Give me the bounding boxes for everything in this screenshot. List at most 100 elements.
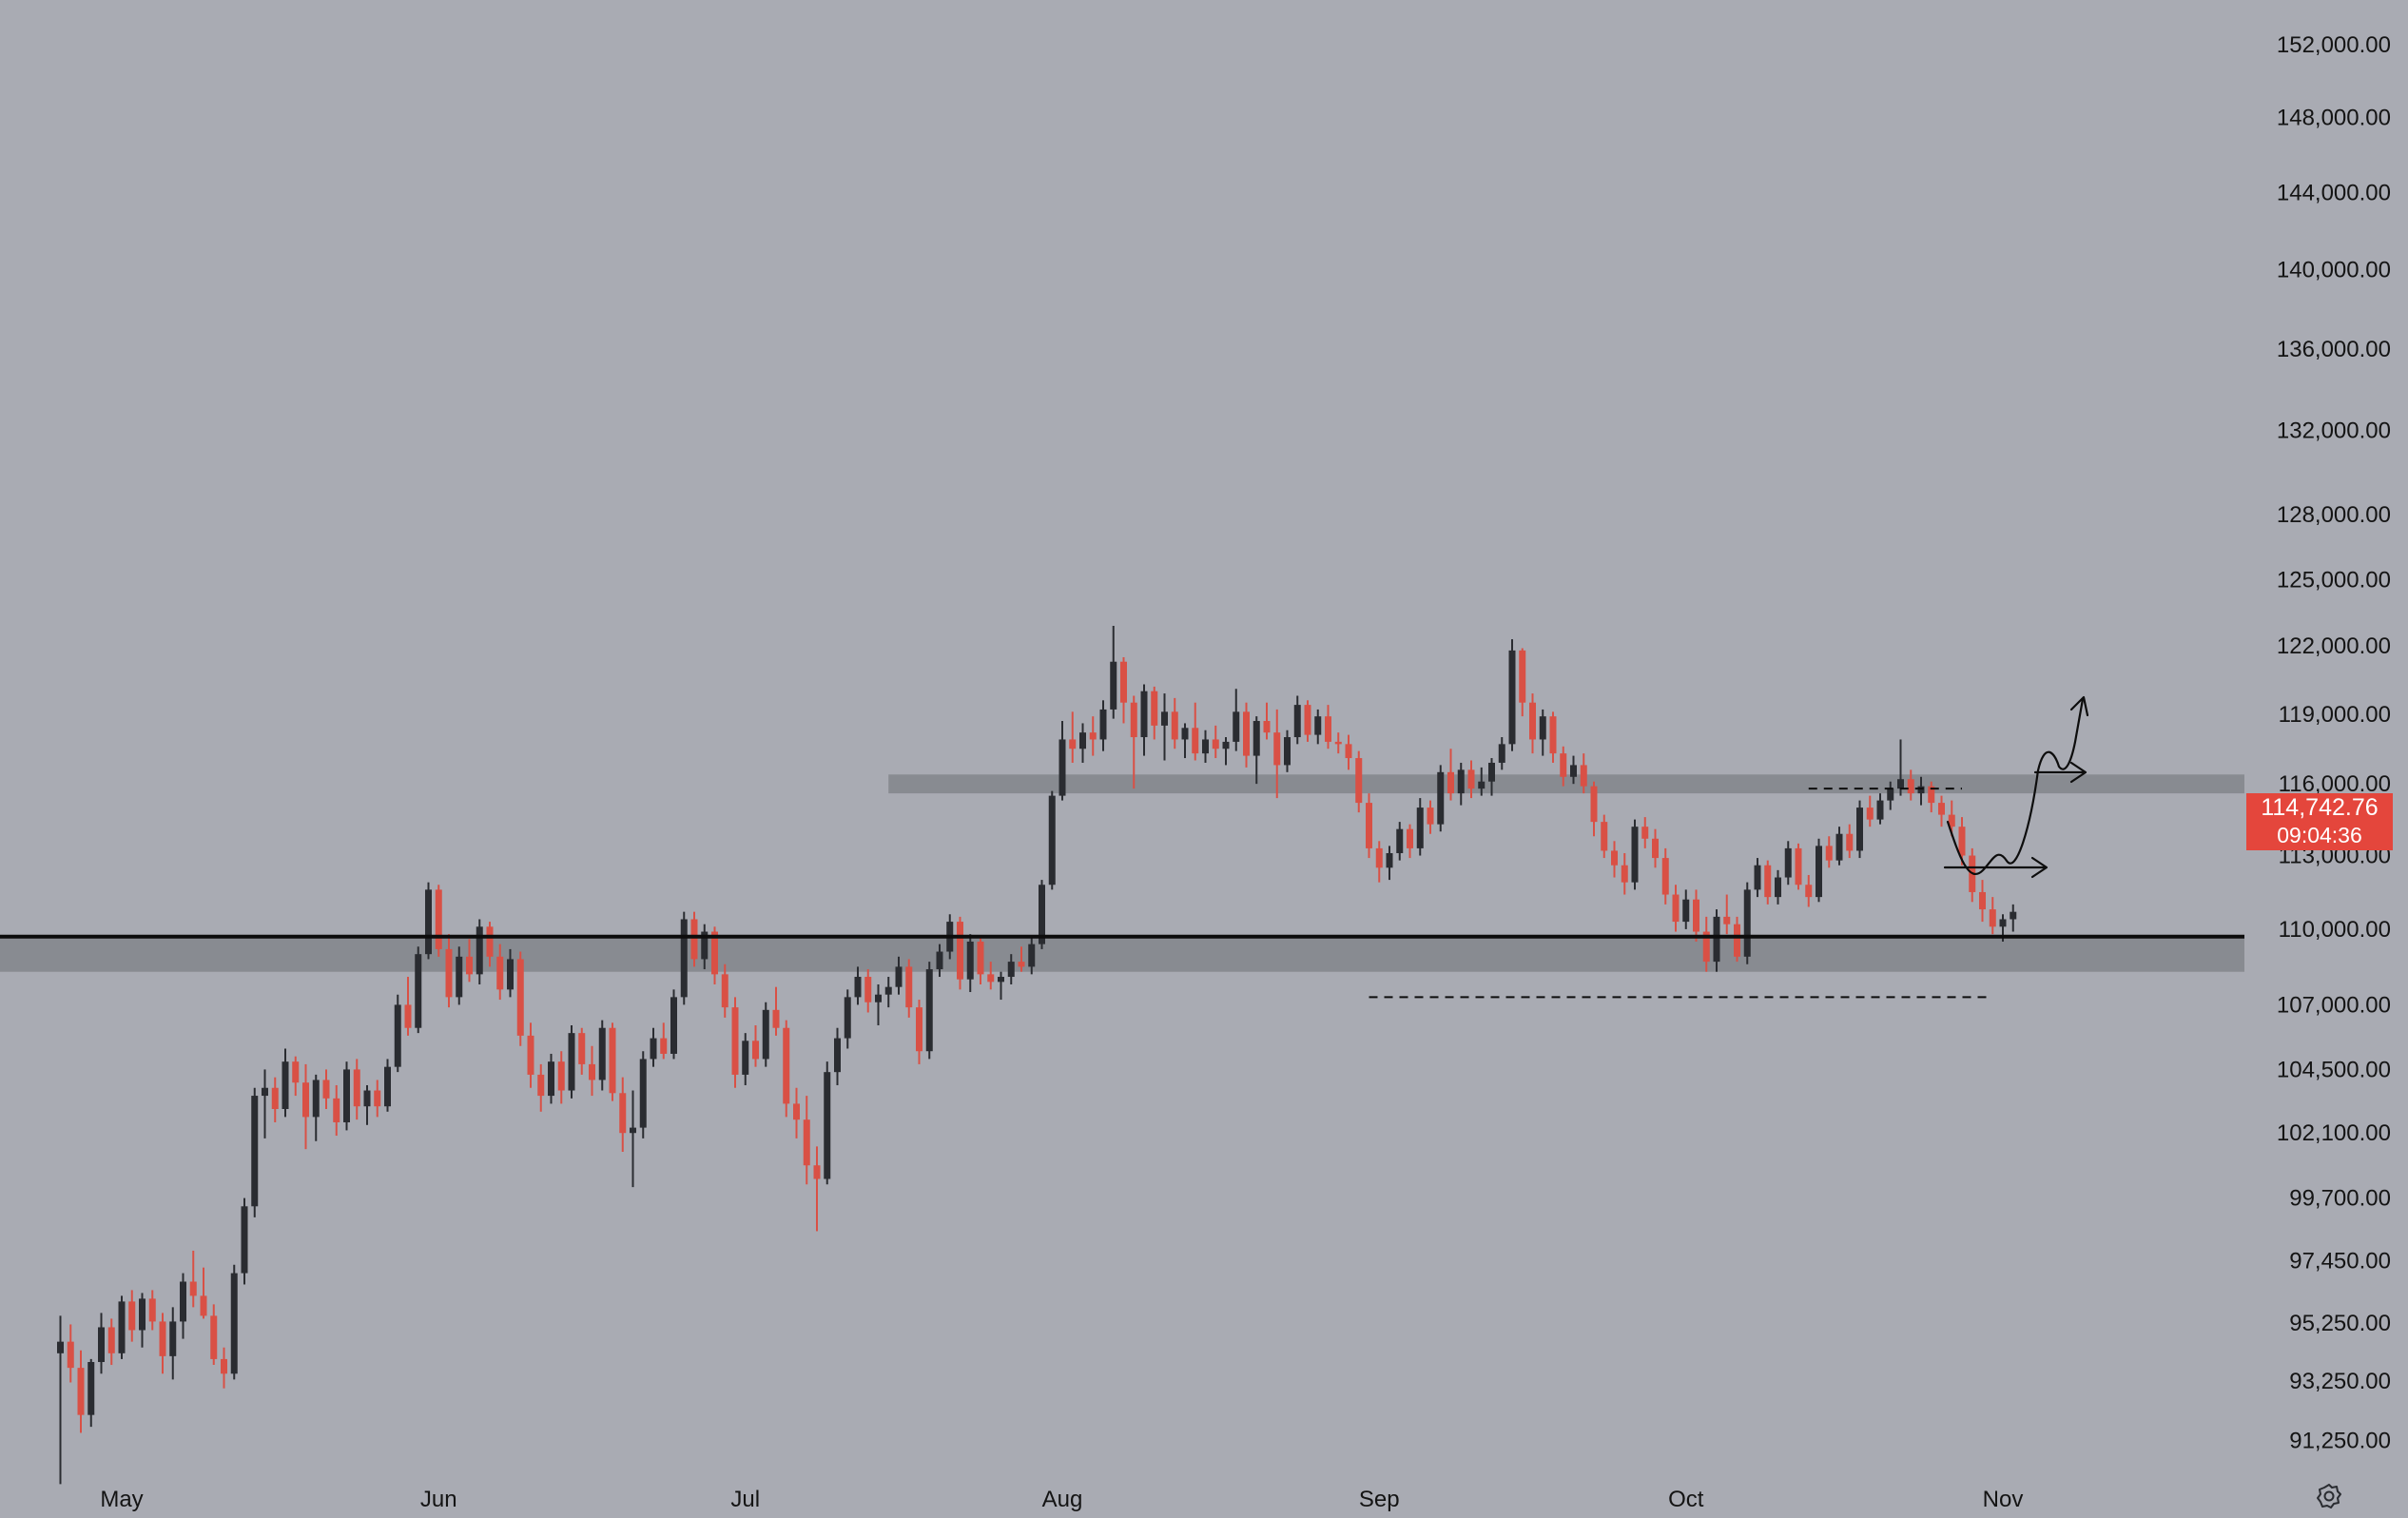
candle-up [1396,822,1404,861]
candle-down [435,885,442,957]
candle-up [680,911,688,1005]
candle-body [1631,827,1639,883]
candle-down [1969,847,1976,903]
candle-down [1661,847,1669,905]
candle-down [752,1025,759,1067]
candle-up [936,944,943,978]
candle-up [854,966,862,1005]
candle-body [57,1341,64,1353]
y-axis-tick-label: 91,250.00 [2289,1428,2391,1453]
candle-down [527,1022,534,1088]
candle-up [415,946,422,1034]
candle-down [813,1146,821,1232]
candle-up [425,882,432,960]
candle-up [343,1061,350,1131]
candle-body [415,954,422,1028]
candle-down [793,1087,800,1138]
y-axis-tick-label: 93,250.00 [2289,1369,2391,1394]
candle-body [1427,808,1434,825]
candle-up [1039,880,1045,949]
candle-body [1560,753,1567,777]
current-price-value: 114,742.76 [2261,793,2379,821]
candle-down [660,1022,668,1060]
candle-body [1375,847,1383,868]
candle-down [1018,946,1025,972]
candle-up [650,1027,657,1067]
candle-down [77,1350,85,1433]
candle-body [1233,711,1240,742]
candle-body [262,1087,268,1097]
candle-up [824,1061,831,1185]
candle-up [1058,721,1066,801]
candle-body [721,974,728,1008]
candle-body [1243,711,1250,756]
candle-down [1467,760,1475,799]
candle-up [1181,723,1189,759]
candle-body [783,1027,790,1104]
candle-up [1743,882,1751,964]
candle-up [456,946,463,1005]
candle-body [251,1096,259,1207]
x-axis-tick-label: Oct [1668,1487,1704,1512]
candle-down [1519,648,1526,717]
candle-up [1816,838,1822,903]
candle-down [210,1304,218,1366]
candle-up [925,962,933,1060]
candle-down [189,1250,197,1308]
candle-body [1816,846,1822,898]
candle-up [139,1293,146,1348]
x-axis-tick-label: Sep [1359,1487,1400,1512]
candle-body [1222,741,1230,749]
resistance-zone [888,774,2244,794]
candle-down [1825,836,1833,868]
candle-body [353,1069,360,1107]
candle-up [1253,716,1260,785]
candle-body [609,1027,616,1094]
candle-body [1846,833,1854,851]
candle-body [2010,911,2017,920]
candle-up [1457,762,1465,806]
candle-down [107,1318,115,1366]
settings-gear-icon[interactable] [2315,1482,2343,1510]
candle-down [1938,795,1945,827]
candle-down [1089,716,1097,756]
candle-body [1723,916,1731,924]
candle-up [1508,639,1516,751]
candle-down [271,1077,279,1122]
candle-body [1580,765,1587,787]
candle-body [1478,781,1486,789]
candle-body [660,1038,668,1054]
candle-down [292,1056,300,1097]
candle-body [1713,916,1720,963]
candle-up [230,1264,238,1380]
candle-body [639,1059,647,1128]
projection-arrow-up [1946,697,2085,875]
candle-up [1887,781,1894,810]
candle-body [1519,650,1526,703]
candle-body [1764,865,1772,898]
candle-up [57,1315,64,1485]
candle-up [1775,869,1781,905]
candle-body [148,1298,156,1322]
candle-down [148,1290,156,1331]
candle-body [772,1009,780,1028]
candle-up [742,1033,749,1085]
x-axis-tick-label: Nov [1983,1487,2024,1512]
candle-body [384,1066,391,1107]
candle-down [1355,750,1363,813]
candle-up [1079,723,1086,763]
candle-body [1795,847,1802,886]
candle-body [1263,721,1271,733]
candle-body [1161,711,1168,726]
candle-body [527,1035,534,1075]
candle-down [619,1077,627,1153]
candle-body [895,966,903,987]
candle-body [1887,788,1894,801]
y-axis-tick-label: 99,700.00 [2289,1186,2391,1212]
candle-body [1457,769,1465,794]
candle-down [1447,749,1454,801]
x-axis-tick-label: Jul [730,1487,760,1512]
candle-body [333,1098,340,1122]
